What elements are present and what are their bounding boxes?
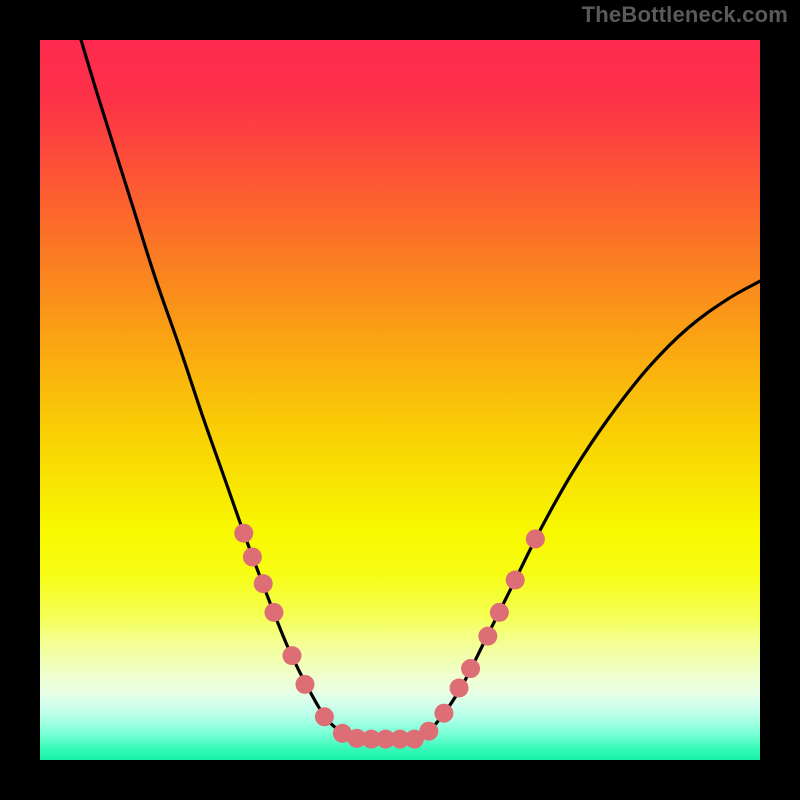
marker-point	[450, 679, 469, 698]
marker-point	[265, 603, 284, 622]
marker-point	[506, 571, 525, 590]
chart-frame: TheBottleneck.com	[0, 0, 800, 800]
marker-point	[478, 627, 497, 646]
marker-point	[315, 707, 334, 726]
marker-point	[526, 529, 545, 548]
marker-point	[295, 675, 314, 694]
marker-point	[234, 524, 253, 543]
marker-point	[434, 704, 453, 723]
gradient-background	[40, 40, 760, 760]
watermark-label: TheBottleneck.com	[582, 2, 788, 28]
plot-area	[40, 40, 760, 760]
marker-point	[243, 547, 262, 566]
marker-point	[254, 574, 273, 593]
marker-point	[283, 646, 302, 665]
marker-point	[461, 659, 480, 678]
marker-point	[419, 722, 438, 741]
marker-point	[490, 603, 509, 622]
